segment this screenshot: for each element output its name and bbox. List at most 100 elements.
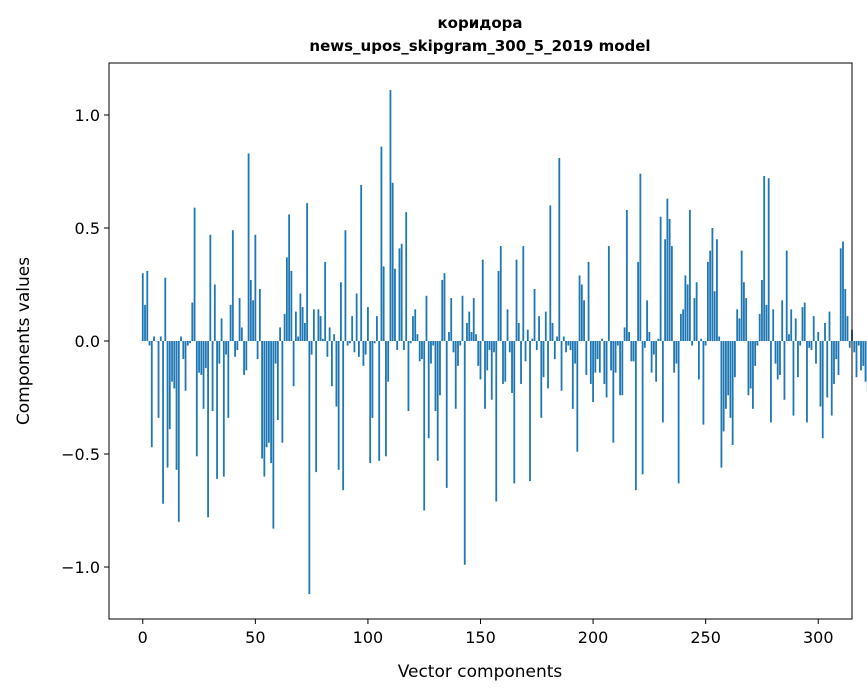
x-axis-label: Vector components — [398, 662, 563, 682]
bar-52 — [258, 289, 261, 341]
x-tick-label-200: 200 — [578, 628, 609, 647]
bar-61 — [279, 327, 282, 341]
bar-243 — [688, 209, 691, 341]
bar-2 — [146, 270, 149, 341]
bar-13 — [171, 341, 173, 382]
bar-19 — [184, 341, 187, 391]
bar-307 — [833, 341, 835, 384]
y-axis-ticks: −1.0 −0.5 0.0 0.5 1.0 — [61, 106, 109, 577]
bar-25 — [198, 341, 200, 373]
bar-260 — [727, 341, 730, 396]
bar-127 — [427, 341, 430, 439]
bar-141 — [459, 341, 462, 346]
bar-77 — [315, 341, 318, 473]
bar-173 — [531, 338, 534, 341]
bar-269 — [747, 341, 750, 396]
bar-261 — [729, 341, 732, 418]
y-tick-label-1: −0.5 — [61, 445, 100, 464]
bar-181 — [549, 205, 552, 341]
bar-105 — [378, 341, 381, 461]
bar-311 — [842, 241, 844, 341]
bar-280 — [772, 309, 775, 341]
bar-195 — [580, 284, 583, 341]
bar-290 — [794, 318, 797, 341]
y-tick-label-0: −1.0 — [61, 558, 100, 577]
bar-309 — [837, 341, 840, 375]
bar-155 — [490, 341, 493, 400]
bar-162 — [506, 309, 509, 341]
bar-92 — [349, 341, 351, 344]
bar-149 — [477, 341, 480, 366]
bar-246 — [695, 282, 698, 341]
bar-245 — [693, 298, 696, 341]
bar-71 — [301, 307, 304, 341]
bar-272 — [754, 341, 757, 366]
bar-235 — [670, 246, 673, 341]
bar-285 — [783, 341, 786, 400]
bar-60 — [276, 341, 279, 421]
bar-140 — [457, 341, 459, 366]
bar-295 — [806, 341, 808, 423]
bar-308 — [835, 341, 838, 360]
bar-220 — [637, 261, 640, 341]
bar-199 — [589, 341, 592, 384]
bar-22 — [191, 302, 194, 341]
bar-223 — [643, 341, 646, 348]
bar-267 — [743, 282, 745, 341]
bar-211 — [616, 341, 619, 346]
bar-90 — [344, 230, 347, 341]
bar-266 — [740, 250, 743, 341]
bar-102 — [371, 341, 374, 418]
bar-159 — [499, 246, 502, 341]
bar-304 — [826, 341, 829, 398]
bar-279 — [770, 341, 772, 423]
bar-192 — [574, 341, 576, 364]
bar-74 — [308, 341, 311, 595]
bar-284 — [781, 300, 784, 341]
bar-289 — [792, 341, 795, 416]
bar-53 — [261, 341, 263, 459]
bar-146 — [470, 331, 473, 341]
x-tick-label-150: 150 — [465, 628, 496, 647]
bar-106 — [380, 146, 383, 341]
bar-118 — [407, 341, 410, 412]
bar-209 — [612, 341, 615, 443]
bar-262 — [731, 341, 734, 445]
bar-157 — [495, 341, 498, 502]
bar-271 — [752, 341, 754, 409]
bar-227 — [652, 341, 655, 355]
bar-197 — [585, 341, 588, 375]
bar-177 — [540, 341, 543, 418]
bar-142 — [461, 295, 464, 341]
bar-68 — [294, 311, 297, 341]
bar-163 — [508, 341, 511, 353]
bar-174 — [533, 289, 536, 341]
bar-112 — [394, 268, 396, 341]
bar-114 — [398, 248, 401, 341]
bar-94 — [353, 341, 356, 353]
bar-107 — [382, 266, 385, 341]
bar-318 — [857, 341, 860, 346]
bar-83 — [328, 327, 331, 341]
bar-288 — [790, 309, 793, 341]
bar-134 — [443, 273, 446, 341]
bar-291 — [797, 341, 799, 378]
bar-183 — [553, 341, 556, 360]
bar-40 — [231, 230, 234, 341]
bar-248 — [700, 338, 703, 341]
bar-147 — [472, 298, 475, 341]
bar-14 — [173, 341, 176, 389]
bar-231 — [661, 341, 664, 423]
bar-59 — [274, 341, 277, 364]
bar-44 — [240, 327, 243, 341]
bar-80 — [321, 338, 324, 341]
bar-11 — [166, 341, 169, 468]
bar-131 — [436, 341, 439, 461]
bar-305 — [828, 311, 831, 341]
bar-252 — [709, 250, 712, 341]
bar-166 — [515, 259, 518, 341]
bar-139 — [454, 341, 457, 409]
bar-263 — [734, 341, 736, 378]
bar-259 — [725, 341, 727, 409]
